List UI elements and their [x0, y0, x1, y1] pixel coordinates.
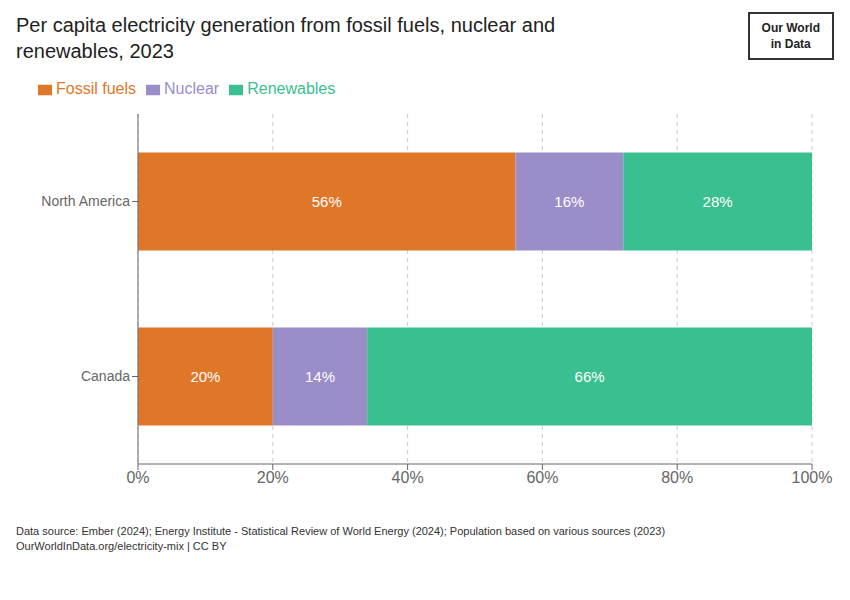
svg-text:16%: 16%	[554, 193, 584, 210]
html-text:Fossil fuels: Fossil fuels	[56, 80, 136, 97]
html-text:Per capita electricity generat: Per capita electricity generation from f…	[16, 14, 556, 36]
svg-text:60%: 60%	[526, 469, 558, 486]
svg-text:14%: 14%	[305, 368, 335, 385]
html-text:in Data: in Data	[770, 37, 811, 51]
html-text:renewables, 2023: renewables, 2023	[16, 40, 174, 62]
svg-text:66%: 66%	[575, 368, 605, 385]
svg-text:20%: 20%	[257, 469, 289, 486]
svg-text:0%: 0%	[126, 469, 149, 486]
html-text:Our World: Our World	[761, 21, 820, 35]
html-text:Data source: Ember (2024); Ene: Data source: Ember (2024); Energy Instit…	[16, 525, 666, 537]
svg-text:40%: 40%	[392, 469, 424, 486]
html-text:Renewables: Renewables	[247, 80, 336, 97]
svg-text:North America: North America	[41, 193, 130, 209]
svg-text:20%: 20%	[190, 368, 220, 385]
html-text:Nuclear: Nuclear	[164, 80, 220, 97]
svg-text:56%: 56%	[312, 193, 342, 210]
svg-text:28%: 28%	[703, 193, 733, 210]
svg-text:100%: 100%	[792, 469, 833, 486]
svg-text:80%: 80%	[661, 469, 693, 486]
svg-text:Canada: Canada	[81, 368, 130, 384]
html-text:OurWorldInData.org/electricity: OurWorldInData.org/electricity-mix | CC …	[16, 540, 227, 552]
